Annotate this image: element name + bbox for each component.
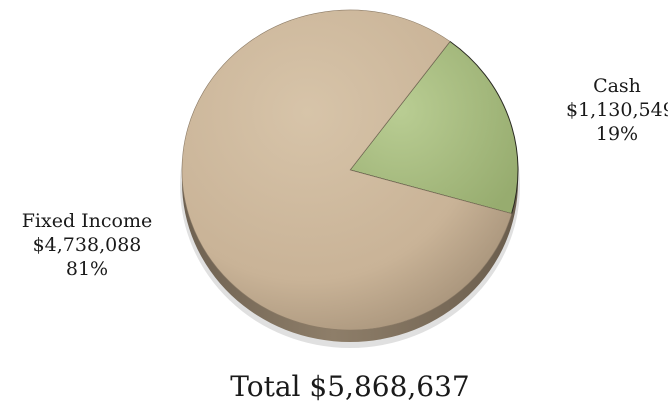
slice-label-cash: Cash $1,130,549 19% [566,74,668,146]
pie-slices [181,9,519,331]
fixed-income-value: $4,738,088 [32,234,142,256]
pie-slice-fixed-income [181,9,512,331]
fixed-income-percent: 81% [65,258,109,280]
slice-label-fixed-income: Fixed Income $4,738,088 81% [4,209,170,281]
cash-value: $1,130,549 [566,99,668,121]
cash-label: Cash [593,75,641,97]
cash-percent: 19% [595,123,639,145]
pie-slice-cash [349,40,519,215]
fixed-income-label: Fixed Income [21,210,153,232]
total-label: Total $5,868,637 [230,370,470,403]
